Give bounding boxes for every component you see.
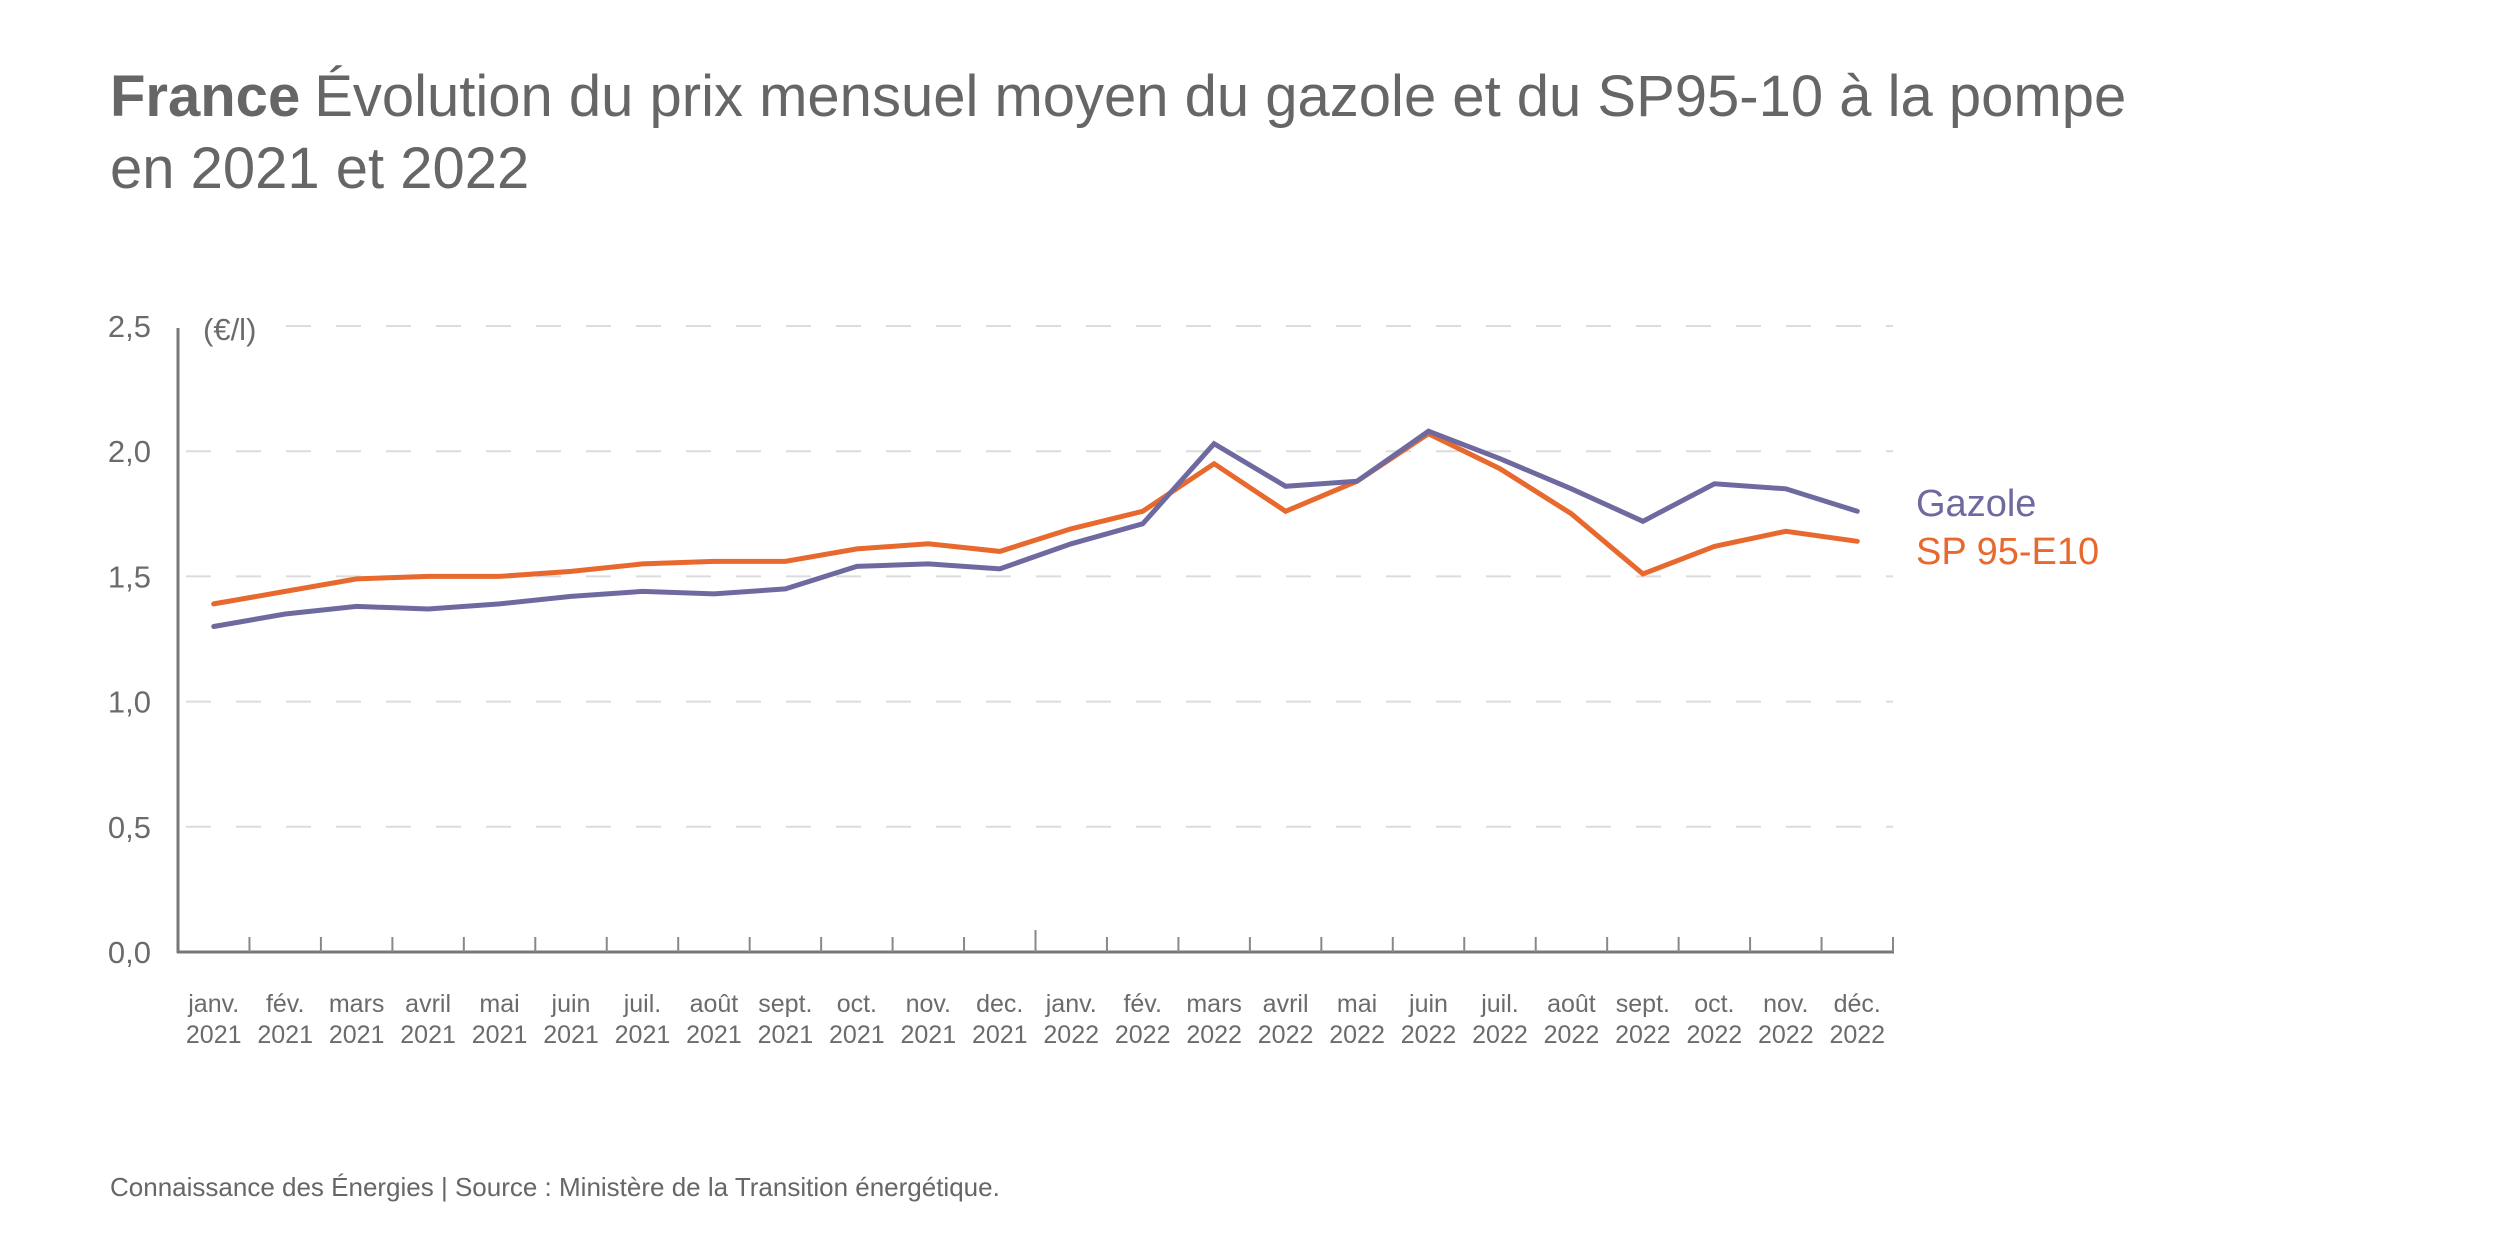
x-tick-label: janv. 2022 — [1043, 990, 1099, 1049]
y-tick-label: 0,5 — [108, 810, 151, 845]
x-tick-label: nov. 2022 — [1758, 990, 1814, 1049]
x-tick-label-year: 2022 — [1615, 1021, 1671, 1049]
y-axis-ticks: 0,0 0,5 1,0 1,5 2,0 2,5 — [108, 309, 151, 970]
x-tick-label: oct. 2021 — [829, 990, 885, 1049]
x-tick-label: juil. 2021 — [615, 990, 671, 1049]
x-tick-label-month: janv. — [1045, 990, 1097, 1018]
x-tick-label-year: 2021 — [829, 1021, 885, 1049]
x-tick-label-month: juil. — [1480, 990, 1519, 1018]
x-tick-label: avril 2022 — [1258, 990, 1314, 1049]
x-tick-label-year: 2021 — [686, 1021, 742, 1049]
x-tick-label-month: juin — [551, 990, 591, 1018]
series-line-gazole — [211, 428, 1860, 629]
x-tick-label-year: 2022 — [1829, 1021, 1885, 1049]
x-tick-label-year: 2022 — [1401, 1021, 1457, 1049]
x-tick-label-month: juil. — [623, 990, 662, 1018]
x-tick-label-year: 2022 — [1186, 1021, 1242, 1049]
x-tick-label-year: 2021 — [972, 1021, 1028, 1049]
gridlines — [186, 325, 1893, 828]
x-tick-label: déc. 2022 — [1829, 990, 1885, 1049]
x-tick-label: dec. 2021 — [972, 990, 1028, 1049]
x-tick-label-month: mars — [329, 990, 385, 1018]
x-tick-label-year: 2021 — [257, 1021, 313, 1049]
x-tick-label: mars 2022 — [1186, 990, 1242, 1049]
x-tick-label: mai 2021 — [472, 990, 528, 1049]
x-tick-label-year: 2022 — [1258, 1021, 1314, 1049]
x-tick-label-year: 2021 — [400, 1021, 456, 1049]
x-tick-label-month: sept. — [758, 990, 812, 1018]
x-tick-label-month: oct. — [1694, 990, 1734, 1018]
x-tick-label: janv. 2021 — [186, 990, 242, 1049]
x-tick-label: sept. 2022 — [1615, 990, 1671, 1049]
x-tick-label-year: 2021 — [615, 1021, 671, 1049]
x-axis-ticks — [248, 930, 1894, 952]
x-tick-label-month: avril — [405, 990, 451, 1018]
source-credit: Connaissance des Énergies | Source : Min… — [110, 1172, 1000, 1202]
x-tick-label-year: 2022 — [1115, 1021, 1171, 1049]
x-tick-label-year: 2021 — [472, 1021, 528, 1049]
x-tick-label: mai 2022 — [1329, 990, 1385, 1049]
x-tick-label-year: 2021 — [758, 1021, 814, 1049]
x-axis-labels: janv. 2021 fév. 2021 mars 2021 avril 2021 mai 202… — [186, 990, 1885, 1049]
x-tick-label-year: 2021 — [543, 1021, 599, 1049]
x-tick-label-month: fév. — [1123, 990, 1161, 1018]
legend-item-gazole: Gazole — [1916, 483, 2036, 525]
y-tick-label: 1,5 — [108, 559, 151, 594]
x-tick-label-year: 2022 — [1043, 1021, 1099, 1049]
legend: Gazole SP 95-E10 — [1916, 483, 2099, 573]
y-tick-label: 2,0 — [108, 434, 151, 469]
title-country: France — [110, 64, 300, 129]
x-tick-label-year: 2022 — [1329, 1021, 1385, 1049]
x-tick-label-month: mai — [479, 990, 519, 1018]
x-tick-label-month: dec. — [976, 990, 1023, 1018]
y-tick-label: 1,0 — [108, 685, 151, 720]
x-tick-label: sept. 2021 — [758, 990, 814, 1049]
x-tick-label: juin 2021 — [543, 990, 599, 1049]
y-tick-label: 2,5 — [108, 309, 151, 344]
x-tick-label-month: déc. — [1834, 990, 1881, 1018]
x-tick-label: mars 2021 — [329, 990, 385, 1049]
x-tick-label: avril 2021 — [400, 990, 456, 1049]
y-axis-unit-label: (€/l) — [203, 312, 256, 347]
x-tick-label-month: janv. — [187, 990, 239, 1018]
x-tick-label-month: avril — [1263, 990, 1309, 1018]
x-tick-label-month: oct. — [837, 990, 877, 1018]
x-tick-label-month: sept. — [1616, 990, 1670, 1018]
x-tick-label-year: 2021 — [329, 1021, 385, 1049]
x-tick-label-year: 2021 — [901, 1021, 957, 1049]
series — [211, 428, 1860, 629]
x-tick-label: fév. 2021 — [257, 990, 313, 1049]
x-tick-label-year: 2022 — [1544, 1021, 1600, 1049]
y-tick-label: 0,0 — [108, 935, 151, 970]
x-tick-label-month: fév. — [266, 990, 304, 1018]
x-tick-label: nov. 2021 — [901, 990, 957, 1049]
legend-item-sp95-e10: SP 95-E10 — [1916, 531, 2099, 573]
x-tick-label-month: août — [1547, 990, 1596, 1018]
x-tick-label-month: mai — [1337, 990, 1377, 1018]
x-tick-label-month: nov. — [1763, 990, 1808, 1018]
x-tick-label-year: 2022 — [1758, 1021, 1814, 1049]
x-tick-label-year: 2021 — [186, 1021, 242, 1049]
x-tick-label-month: mars — [1186, 990, 1242, 1018]
x-tick-label: août 2022 — [1544, 990, 1600, 1049]
title-subtitle: en 2021 et 2022 — [110, 136, 529, 201]
x-tick-label: juil. 2022 — [1472, 990, 1528, 1049]
series-line-sp-95-e10 — [211, 430, 1860, 607]
x-tick-label: juin 2022 — [1401, 990, 1457, 1049]
x-tick-label-month: août — [690, 990, 739, 1018]
x-tick-label-year: 2022 — [1687, 1021, 1743, 1049]
x-tick-label-month: juin — [1408, 990, 1448, 1018]
x-tick-label: août 2021 — [686, 990, 742, 1049]
x-tick-label: oct. 2022 — [1687, 990, 1743, 1049]
chart-title: France Évolution du prix mensuel moyen du… — [110, 64, 2126, 129]
x-tick-label: fév. 2022 — [1115, 990, 1171, 1049]
x-tick-label-year: 2022 — [1472, 1021, 1528, 1049]
x-tick-label-month: nov. — [906, 990, 951, 1018]
title-text: Évolution du prix mensuel moyen du gazol… — [314, 64, 2126, 129]
